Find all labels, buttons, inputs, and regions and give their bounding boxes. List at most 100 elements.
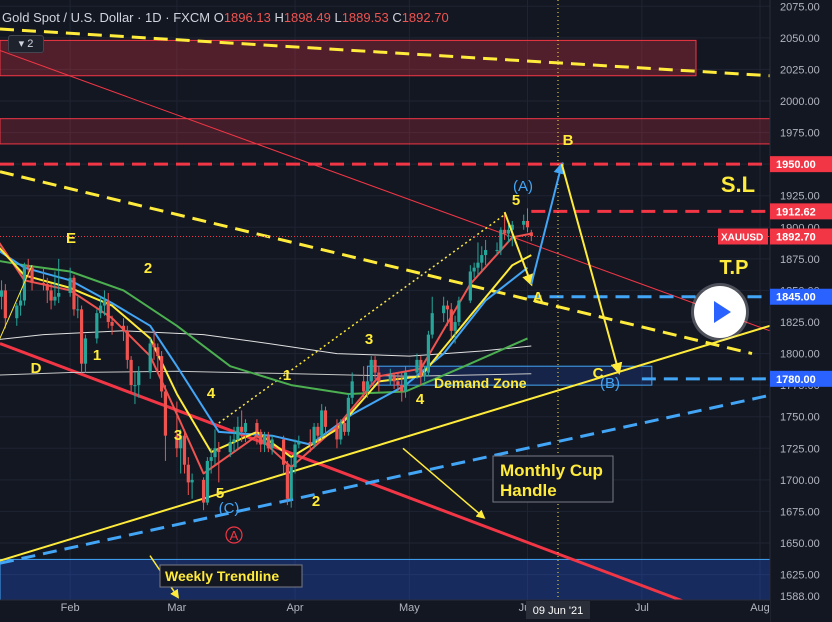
resistance-zone-mid <box>0 118 771 145</box>
candle-body <box>213 448 217 458</box>
price-tag-bg <box>770 228 832 245</box>
cup-handle-label-line: Monthly Cup <box>500 461 603 480</box>
candle-body <box>312 426 316 445</box>
symbol-title: Gold Spot / U.S. Dollar · 1D · FXCM <box>2 10 211 25</box>
price-tick-label: 1700.00 <box>780 475 820 487</box>
close-value: 1892.70 <box>401 10 449 25</box>
price-tick-label: 1750.00 <box>780 412 820 424</box>
price-tick-label: 1925.00 <box>780 191 820 203</box>
open-label: O <box>213 10 224 25</box>
candle-body <box>335 426 339 440</box>
red-descending-trendline <box>0 342 731 621</box>
candle-body <box>45 284 49 291</box>
candle-body <box>125 330 129 360</box>
indicator-count: 2 <box>27 38 34 50</box>
weekly-zone <box>0 558 771 601</box>
candle-body <box>423 372 427 377</box>
wave-label-e: E <box>66 230 76 247</box>
candle-body <box>506 229 511 234</box>
candle-body <box>205 460 209 503</box>
candle-body <box>217 448 221 453</box>
candle-body <box>79 309 84 364</box>
candle-body <box>99 305 103 314</box>
wave-label-b-bracket: (B) <box>600 375 620 392</box>
circle-a-marker <box>225 526 243 544</box>
chart-header: Gold Spot / U.S. Dollar · 1D · FXCM O 189… <box>2 10 449 25</box>
candle-body <box>510 224 514 230</box>
price-tick-label: 1875.00 <box>780 254 820 266</box>
resistance-zone-top <box>0 39 697 77</box>
candle-body <box>342 423 347 432</box>
candle-body <box>445 305 450 310</box>
candle-body <box>133 385 137 387</box>
candle-body <box>160 356 164 392</box>
candle-body <box>323 410 328 427</box>
low-label: L <box>334 10 342 25</box>
candle-body <box>377 372 381 382</box>
wave-label-1b: 1 <box>283 367 291 384</box>
price-tick-label: 2075.00 <box>780 1 820 13</box>
candle-body <box>201 479 206 503</box>
price-tag-bg <box>770 203 832 220</box>
price-tick-label: 1975.00 <box>780 128 820 140</box>
candle-body <box>396 381 400 386</box>
candle-body <box>255 423 259 432</box>
wave-label-c-bracket: (C) <box>219 500 240 517</box>
wave-label-2b: 2 <box>312 493 320 510</box>
wave-label-5b: 5 <box>512 192 520 209</box>
candle-body <box>186 464 190 483</box>
symbol-tag: XAUUSD <box>721 233 763 244</box>
candle-body <box>19 300 23 306</box>
candle-body <box>457 300 461 322</box>
wave-label-3b: 3 <box>365 331 373 348</box>
candle-body <box>415 359 419 373</box>
time-tick-label: Apr <box>286 602 303 614</box>
weekly-trendline-label: Weekly Trendline <box>165 568 279 584</box>
chart-grid <box>0 0 770 607</box>
sl-label: S.L <box>721 172 755 197</box>
candle-body <box>121 325 126 331</box>
candle-body <box>373 359 377 373</box>
candle-body <box>270 439 274 449</box>
wave-label-3: 3 <box>174 427 182 444</box>
price-axis: 1625.00 1650.00 1675.00 1700.00 1725.00 1750.… <box>718 0 832 622</box>
candle-body <box>240 426 244 432</box>
cup-handle-label-line: Handle <box>500 481 557 500</box>
candle-body <box>316 426 320 436</box>
candle-body <box>472 267 476 272</box>
crosshair-date-label: 09 Jun '21 <box>533 605 583 617</box>
ma-green <box>0 260 528 395</box>
low-value: 1889.53 <box>341 10 389 25</box>
candle-body <box>41 282 46 285</box>
candle-body <box>163 391 168 436</box>
candle-body <box>72 277 76 310</box>
price-tick-label: 2025.00 <box>780 64 820 76</box>
price-tick-label: 1650.00 <box>780 538 820 550</box>
wave-label-5: 5 <box>216 485 224 502</box>
candle-body <box>262 435 267 445</box>
ma-white <box>0 330 532 357</box>
candle-body <box>468 271 472 301</box>
high-value: 1898.49 <box>283 10 331 25</box>
candle-body <box>53 296 57 301</box>
candle-body <box>297 441 301 445</box>
candle-body <box>26 265 30 268</box>
candle-body <box>179 435 183 449</box>
indicator-toggle-button[interactable]: ▾ 2 <box>8 35 44 53</box>
ema-blue <box>0 250 529 446</box>
projection-arrow-up-b <box>530 161 566 285</box>
play-button[interactable] <box>694 286 746 338</box>
projection-arrow-down-a <box>503 211 534 287</box>
yellow-ascending-trendline <box>0 324 771 562</box>
trendlines <box>0 0 771 621</box>
demand-zone-label: Demand Zone <box>434 375 527 391</box>
price-tag-bg <box>770 370 832 387</box>
price-tick-label: 1825.00 <box>780 317 820 329</box>
candle-body <box>362 381 366 392</box>
candle-body <box>175 435 179 449</box>
price-tag-value: 1892.70 <box>776 232 816 244</box>
candle-body <box>426 334 431 373</box>
play-icon <box>714 301 731 323</box>
candle-body <box>0 290 4 297</box>
